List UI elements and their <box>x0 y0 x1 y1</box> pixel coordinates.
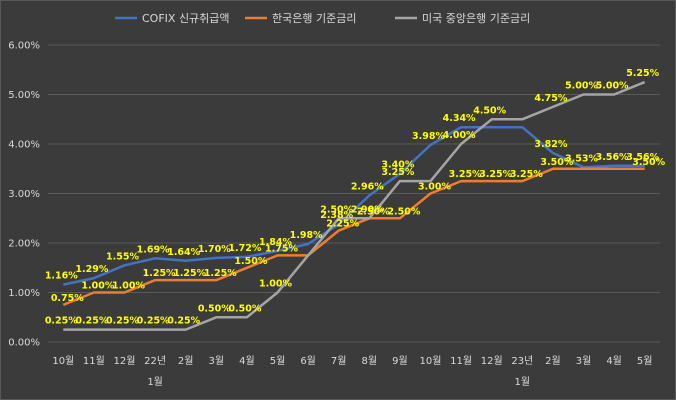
data-label: 1.25% <box>143 268 176 279</box>
legend-entry: COFIX 신규취급액 <box>142 12 230 25</box>
data-label: 1.50% <box>234 256 267 267</box>
data-label: 1.64% <box>167 247 200 258</box>
data-label: 1.00% <box>259 279 292 290</box>
data-label: 1.84% <box>259 237 292 248</box>
x-sub-label: 1월 <box>515 376 531 388</box>
y-tick-label: 6.00% <box>8 41 40 52</box>
data-label: 1.69% <box>137 244 170 255</box>
data-label: 1.16% <box>45 271 78 282</box>
data-label: 3.53% <box>565 153 598 164</box>
data-label: 3.56% <box>596 152 629 163</box>
legend-entry: 한국은행 기준금리 <box>272 12 356 25</box>
data-labels: 1.16%1.29% 1.55%1.69%1.64%1.70%1.72%1.84%… <box>45 68 666 327</box>
data-label: 2.96% <box>351 181 384 192</box>
series-line <box>62 167 645 307</box>
x-tick-label: 11월 <box>83 355 105 367</box>
data-label: 2.25% <box>326 219 359 230</box>
data-label: 3.25% <box>381 167 414 178</box>
y-tick-label: 1.00% <box>8 288 40 299</box>
x-tick-label: 2월 <box>178 355 194 367</box>
x-tick-label: 5월 <box>637 355 653 367</box>
data-label: 0.75% <box>51 293 84 304</box>
y-tick-label: 0.00% <box>8 338 40 349</box>
data-label: 1.98% <box>290 230 323 241</box>
data-label: 1.75% <box>265 243 298 254</box>
x-tick-label: 10월 <box>420 355 442 367</box>
x-tick-label: 3월 <box>576 355 592 367</box>
legend-entry: 미국 중앙은행 기준금리 <box>422 12 530 25</box>
x-axis: 10월 11월 12월 22년 2월 3월 4월 5월 6월 7월 8월 9월 10월 11월 12월 23년… <box>52 355 652 388</box>
data-label: 1.72% <box>228 243 261 254</box>
x-tick-label: 7월 <box>331 355 347 367</box>
x-tick-label: 8월 <box>362 355 378 367</box>
data-label: 1.00% <box>112 281 145 292</box>
data-label: 0.50% <box>228 303 261 314</box>
data-label: 0.25% <box>106 316 139 327</box>
data-label: 0.50% <box>198 303 231 314</box>
data-label: 4.34% <box>443 113 476 124</box>
data-label: 2.38% <box>320 210 353 221</box>
x-tick-label: 10월 <box>52 355 74 367</box>
x-tick-label: 4월 <box>606 355 622 367</box>
data-label: 3.98% <box>412 131 445 142</box>
data-label: 5.00% <box>565 81 598 92</box>
x-tick-label: 23년 <box>511 355 533 367</box>
x-tick-label: 12월 <box>481 355 503 367</box>
series-lines <box>62 80 646 331</box>
x-tick-label: 5월 <box>270 355 286 367</box>
y-tick-label: 2.00% <box>8 239 40 250</box>
data-label: 4.75% <box>534 93 567 104</box>
data-label: 1.00% <box>81 281 114 292</box>
y-tick-label: 3.00% <box>8 189 40 200</box>
y-axis: 0.00% 1.00% 2.00% 3.00% 4.00% 5.00% 6.00% <box>8 41 40 349</box>
data-label: 1.55% <box>106 251 139 262</box>
data-label: 2.50% <box>387 206 420 217</box>
legend: COFIX 신규취급액 한국은행 기준금리 미국 중앙은행 기준금리 <box>115 12 530 25</box>
data-label: 5.00% <box>596 81 629 92</box>
x-tick-label: 6월 <box>300 355 316 367</box>
data-label: 0.25% <box>167 316 200 327</box>
series-line <box>63 80 646 331</box>
data-label: 3.50% <box>540 157 573 168</box>
data-label: 4.50% <box>473 105 506 116</box>
data-label: 3.25% <box>479 169 512 180</box>
data-label: 2.50% <box>320 204 353 215</box>
data-label: 3.56% <box>626 152 659 163</box>
gridlines <box>48 44 660 343</box>
data-label: 1.25% <box>204 268 237 279</box>
y-tick-label: 5.00% <box>8 90 40 101</box>
y-tick-label: 4.00% <box>8 140 40 151</box>
data-label: 5.25% <box>626 68 659 79</box>
data-label: 3.00% <box>418 182 451 193</box>
series-line <box>63 125 645 286</box>
x-tick-label: 11월 <box>450 355 472 367</box>
x-tick-label: 9월 <box>392 355 408 367</box>
x-tick-label: 12월 <box>114 355 136 367</box>
data-label: 1.70% <box>198 244 231 255</box>
data-label: 3.25% <box>510 169 543 180</box>
x-tick-label: 2월 <box>545 355 561 367</box>
data-label: 0.25% <box>75 316 108 327</box>
data-label: 4.00% <box>443 130 476 141</box>
data-label: 0.25% <box>137 316 170 327</box>
x-tick-label: 3월 <box>209 355 225 367</box>
data-label: 3.82% <box>534 139 567 150</box>
data-label: 2.90% <box>351 204 384 215</box>
x-tick-label: 22년 <box>144 355 166 367</box>
data-label: 3.40% <box>381 160 414 171</box>
x-sub-label: 1월 <box>147 376 163 388</box>
data-label: 0.25% <box>45 316 78 327</box>
data-label: 3.25% <box>449 169 482 180</box>
x-tick-label: 4월 <box>239 355 255 367</box>
data-label: 1.25% <box>173 268 206 279</box>
data-label: 2.50% <box>357 206 390 217</box>
data-label: 3.50% <box>632 157 665 168</box>
data-label: 1.29% <box>75 264 108 275</box>
